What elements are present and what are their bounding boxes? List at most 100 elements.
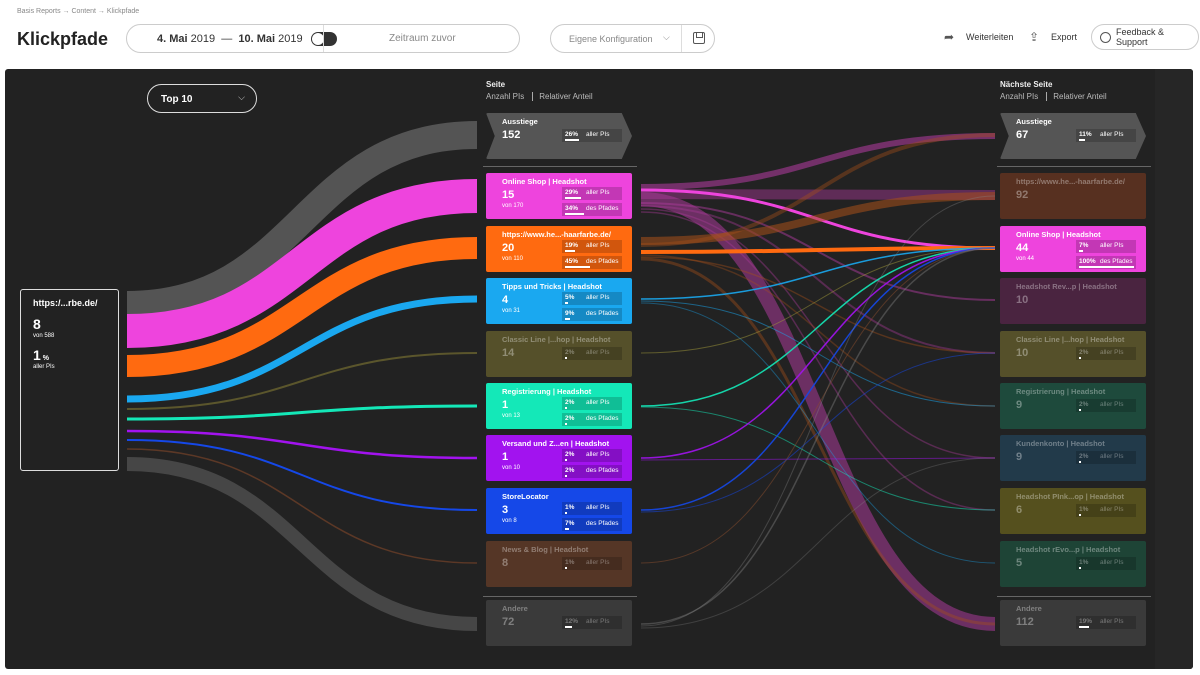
save-icon[interactable] — [693, 32, 705, 44]
share-all-pis: 2% aller PIs — [1076, 347, 1136, 360]
compare-period-label[interactable]: Zeitraum zuvor — [389, 33, 456, 44]
feedback-label: Feedback & Support — [1116, 27, 1165, 47]
chevron-down-icon[interactable]: ⌵ — [663, 32, 670, 42]
share-all-pis: 29% aller PIs — [562, 187, 622, 200]
node-value: 20 — [502, 242, 515, 254]
next-page-node[interactable]: Ausstiege 67 11% aller PIs — [1000, 113, 1146, 159]
compare-toggle[interactable] — [311, 32, 337, 46]
flow-next[interactable] — [640, 457, 996, 461]
flow-next[interactable] — [640, 247, 996, 354]
flow-next[interactable] — [640, 195, 996, 627]
page-node[interactable]: Andere 72 12% aller PIs — [486, 600, 632, 646]
flow-haarfarbe[interactable] — [126, 237, 478, 377]
column-header-page: Seite Anzahl PIs Relativer Anteil — [486, 80, 601, 102]
node-value: 67 — [1016, 129, 1029, 141]
feedback-button[interactable]: Feedback & Support — [1091, 24, 1199, 50]
page-node[interactable]: Classic Line |...hop | Headshot 14 2% aller… — [486, 331, 632, 377]
date-range-text[interactable]: 4. Mai 2019 — 10. Mai 2019 — [157, 33, 303, 45]
share-of-path: 100% des Pfades — [1076, 256, 1136, 269]
flow-next[interactable] — [640, 247, 996, 625]
flow-next[interactable] — [640, 192, 996, 245]
flow-online-shop[interactable] — [126, 179, 478, 348]
share-all-pis: 1% aller PIs — [562, 557, 622, 570]
flow-next[interactable] — [640, 208, 996, 459]
node-value: 152 — [502, 129, 521, 141]
configuration-label[interactable]: Eigene Konfiguration — [569, 34, 653, 44]
flow-storelocator[interactable] — [126, 439, 478, 511]
node-name: https://www.he...-haarfarbe.de/ — [1016, 177, 1125, 186]
flow-next[interactable] — [640, 352, 996, 513]
flow-next[interactable] — [640, 205, 996, 354]
flow-exit[interactable] — [126, 121, 478, 319]
node-name: Ausstiege — [502, 117, 538, 126]
forward-button[interactable]: ➦ Weiterleiten — [944, 27, 1013, 47]
share-of-path: 9% des Pfades — [562, 308, 622, 321]
column-sub-share: Relativer Anteil — [1053, 92, 1107, 101]
share-all-pis: 19% aller PIs — [1076, 616, 1136, 629]
next-page-node[interactable]: Headshot PInk...op | Headshot 6 1% aller PI… — [1000, 488, 1146, 534]
date-start-year: 2019 — [190, 32, 216, 45]
flow-paths — [126, 121, 996, 631]
flow-next[interactable] — [640, 257, 996, 626]
next-page-node[interactable]: Andere 112 19% aller PIs — [1000, 600, 1146, 646]
click-path-visualization: Top 10 ⌵ Seite Anzahl PIs Relativer Antei… — [5, 69, 1193, 669]
flow-classic[interactable] — [126, 352, 478, 410]
source-page-node[interactable]: https:/...rbe.de/ 8 von 588 1% aller PIs — [20, 289, 119, 471]
next-page-node[interactable]: Online Shop | Headshot 44 von 44 7% aller PI… — [1000, 226, 1146, 272]
page-node[interactable]: Tipps und Tricks | Headshot 4 von 31 5% alle… — [486, 278, 632, 324]
node-value: 14 — [502, 347, 515, 359]
node-stats: 2% aller PIs — [1076, 347, 1136, 363]
flow-andere[interactable] — [126, 457, 478, 631]
node-value: 72 — [502, 616, 515, 628]
export-button[interactable]: ⇪ Export — [1029, 27, 1077, 47]
column-title: Seite — [486, 80, 506, 89]
node-name: Registrierung | Headshot — [1016, 387, 1106, 396]
flow-versand[interactable] — [126, 429, 478, 460]
page-node[interactable]: Registrierung | Headshot 1 von 13 2% aller P… — [486, 383, 632, 429]
page-title: Klickpfade — [17, 29, 109, 49]
flow-next[interactable] — [640, 247, 996, 459]
next-page-node[interactable]: Headshot Rev...p | Headshot 10 — [1000, 278, 1146, 324]
flow-next[interactable] — [640, 192, 996, 631]
node-value: 9 — [1016, 451, 1023, 463]
flow-news[interactable] — [126, 448, 478, 564]
chevron-down-icon: ⌵ — [238, 92, 245, 102]
node-stats: 26% aller PIs — [562, 129, 622, 145]
flow-tipps[interactable] — [126, 295, 478, 403]
node-value: 9 — [1016, 399, 1023, 411]
flow-next[interactable] — [640, 247, 996, 300]
flow-next[interactable] — [640, 133, 996, 247]
next-page-node[interactable]: Classic Line |...hop | Headshot 10 2% aller… — [1000, 331, 1146, 377]
configuration-select[interactable]: Eigene Konfiguration ⌵ — [550, 24, 715, 53]
flow-next[interactable] — [640, 211, 996, 511]
divider — [483, 596, 637, 597]
top-n-label: Top 10 — [161, 94, 193, 105]
flow-next[interactable] — [640, 246, 996, 254]
node-name: Andere — [1016, 604, 1042, 613]
page-node[interactable]: Ausstiege 152 26% aller PIs — [486, 113, 632, 159]
scroll-shade — [1155, 69, 1193, 669]
flow-next[interactable] — [640, 133, 996, 190]
page-node[interactable]: Versand und Z...en | Headshot 1 von 10 2% al… — [486, 435, 632, 481]
flow-next[interactable] — [640, 247, 996, 511]
next-page-node[interactable]: Kundenkonto | Headshot 9 2% aller PIs — [1000, 435, 1146, 481]
flow-next[interactable] — [640, 247, 996, 407]
page-node[interactable]: Online Shop | Headshot 15 von 170 29% aller … — [486, 173, 632, 219]
source-name: https:/...rbe.de/ — [33, 298, 98, 308]
page-node[interactable]: StoreLocator 3 von 8 1% aller PIs 7% des Pfade… — [486, 488, 632, 534]
page-node[interactable]: News & Blog | Headshot 8 1% aller PIs — [486, 541, 632, 587]
flow-next[interactable] — [640, 457, 996, 629]
flow-registrierung[interactable] — [126, 404, 478, 421]
top-n-select[interactable]: Top 10 ⌵ — [147, 84, 257, 113]
next-page-node[interactable]: https://www.he...-haarfarbe.de/92 — [1000, 173, 1146, 219]
breadcrumb[interactable]: Basis Reports → Content → Klickpfade — [17, 8, 140, 15]
flow-next[interactable] — [640, 254, 996, 407]
next-page-node[interactable]: Registrierung | Headshot 9 2% aller PIs — [1000, 383, 1146, 429]
date-range-picker[interactable]: 4. Mai 2019 — 10. Mai 2019 Zeitraum zuvo… — [126, 24, 520, 53]
node-name: Online Shop | Headshot — [1016, 230, 1101, 239]
page-node[interactable]: https://www.he...-haarfarbe.de/20 von 110… — [486, 226, 632, 272]
node-value: 92 — [1016, 189, 1029, 201]
flow-next[interactable] — [640, 256, 996, 354]
flow-next[interactable] — [640, 247, 996, 564]
next-page-node[interactable]: Headshot rEvo...p | Headshot 5 1% aller PIs — [1000, 541, 1146, 587]
